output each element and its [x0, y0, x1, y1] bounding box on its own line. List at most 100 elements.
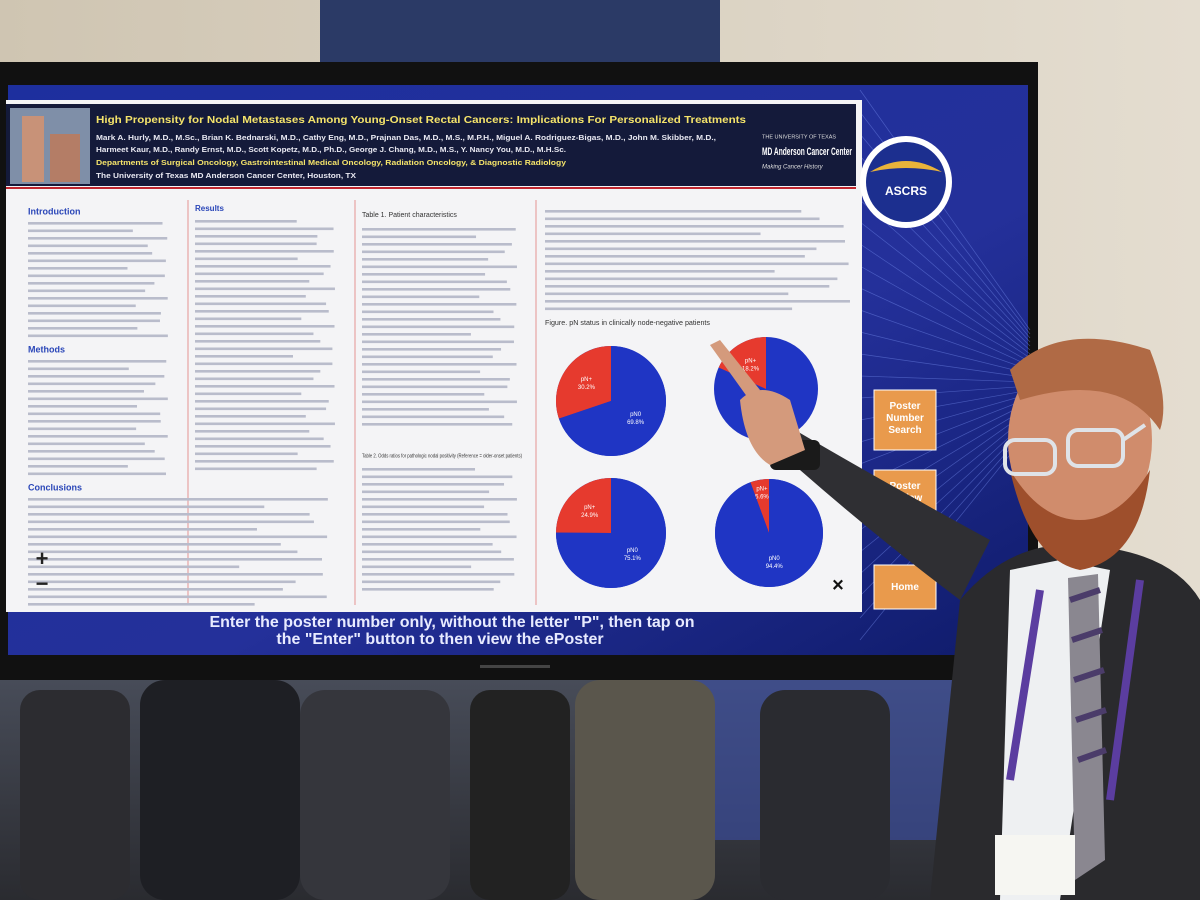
text-line — [545, 210, 802, 213]
text-line — [28, 450, 155, 453]
text-line — [195, 287, 335, 291]
text-line — [195, 347, 333, 351]
logo-text: ASCRS — [885, 184, 927, 198]
zoom-in-button[interactable]: + — [36, 546, 49, 571]
logo — [866, 142, 946, 222]
slice-name: pN0 — [630, 412, 642, 418]
text-line — [545, 255, 805, 258]
text-line — [28, 229, 133, 233]
text-line — [28, 472, 167, 476]
text-line — [28, 297, 168, 300]
text-line — [195, 340, 321, 343]
text-line — [362, 378, 510, 381]
text-line — [28, 505, 265, 509]
text-line — [28, 397, 168, 401]
text-line — [195, 302, 327, 306]
slice-name: pN+ — [745, 359, 757, 365]
text-line — [28, 390, 144, 393]
text-line — [28, 595, 327, 599]
presenter — [710, 338, 1200, 900]
text-line — [362, 280, 507, 284]
text-line — [195, 437, 324, 441]
text-line — [28, 513, 310, 516]
button-label[interactable]: Home — [891, 582, 919, 593]
text-line — [28, 588, 283, 591]
text-line — [195, 317, 302, 321]
upper-panel — [320, 0, 720, 70]
text-line — [28, 259, 166, 263]
text-line — [362, 355, 493, 359]
monitor-brand — [480, 665, 550, 668]
text-line — [362, 580, 501, 584]
text-line — [362, 340, 514, 344]
text-line — [362, 243, 512, 246]
text-line — [195, 265, 331, 268]
pie-slice — [556, 478, 666, 588]
text-line — [28, 252, 153, 255]
slice-name: pN+ — [756, 487, 768, 493]
text-line — [362, 573, 515, 576]
slice-label: 94.4% — [766, 564, 784, 570]
text-line — [28, 367, 129, 371]
table-title: Table 1. Patient characteristics — [362, 212, 457, 219]
university: THE UNIVERSITY OF TEXAS — [762, 134, 836, 140]
slice-label: 24.9% — [581, 513, 599, 519]
text-line — [362, 318, 501, 321]
text-line — [362, 363, 517, 366]
button[interactable]: Poster Number Search — [873, 389, 937, 451]
text-line — [362, 370, 481, 374]
section-heading: Introduction — [28, 206, 81, 216]
text-line — [28, 435, 168, 438]
text-line — [362, 333, 471, 336]
slice-label: 69.8% — [627, 420, 645, 426]
slice-name: pN+ — [581, 377, 593, 383]
text-line — [362, 288, 511, 291]
instruction: the "Enter" button to then view the ePos… — [276, 631, 603, 648]
zoom-out-button[interactable]: − — [36, 571, 49, 596]
text-line — [362, 258, 489, 261]
text-line — [28, 535, 328, 539]
text-line — [362, 550, 502, 554]
authors: Mark A. Hurly, M.D., M.Sc., Brian K. Bed… — [96, 135, 716, 142]
text-line — [28, 382, 156, 386]
institution: MD Anderson Cancer Center — [762, 146, 852, 158]
text-line — [195, 272, 324, 276]
text-line — [195, 445, 331, 448]
text-line — [362, 490, 490, 494]
text-line — [195, 452, 298, 456]
text-line — [195, 400, 329, 403]
ray — [859, 397, 1031, 465]
text-line — [362, 393, 485, 396]
text-line — [28, 465, 128, 468]
tagline: Making Cancer History — [762, 165, 824, 171]
departments: Departments of Surgical Oncology, Gastro… — [96, 160, 566, 167]
text-line — [362, 528, 481, 531]
text-line — [28, 267, 128, 270]
text-line — [195, 407, 327, 411]
text-line — [28, 289, 146, 293]
close-button[interactable]: × — [832, 574, 844, 596]
button-label[interactable]: Poster Number Search — [886, 401, 924, 436]
slice-name: pN+ — [584, 505, 596, 511]
text-line — [28, 427, 137, 431]
building — [50, 134, 80, 182]
text-line — [362, 505, 485, 509]
pie-charts: pN+ 30.2% pN0 69.8% pN+ 18.2% pN+ 24.9% pN0 75.1%… — [556, 337, 823, 588]
text-line — [545, 232, 761, 236]
text-line — [362, 250, 505, 254]
section-heading: Methods — [28, 344, 65, 354]
illegible-text — [28, 210, 850, 606]
text-line — [545, 225, 844, 228]
text-line — [362, 423, 513, 426]
text-line — [28, 543, 281, 546]
text-line — [545, 247, 817, 251]
text-line — [195, 227, 334, 231]
text-line — [362, 415, 505, 419]
text-line — [362, 348, 502, 351]
logo-wings — [870, 161, 942, 172]
text-line — [195, 430, 310, 433]
text-line — [28, 565, 240, 569]
text-line — [195, 385, 335, 388]
text-line — [195, 355, 294, 358]
